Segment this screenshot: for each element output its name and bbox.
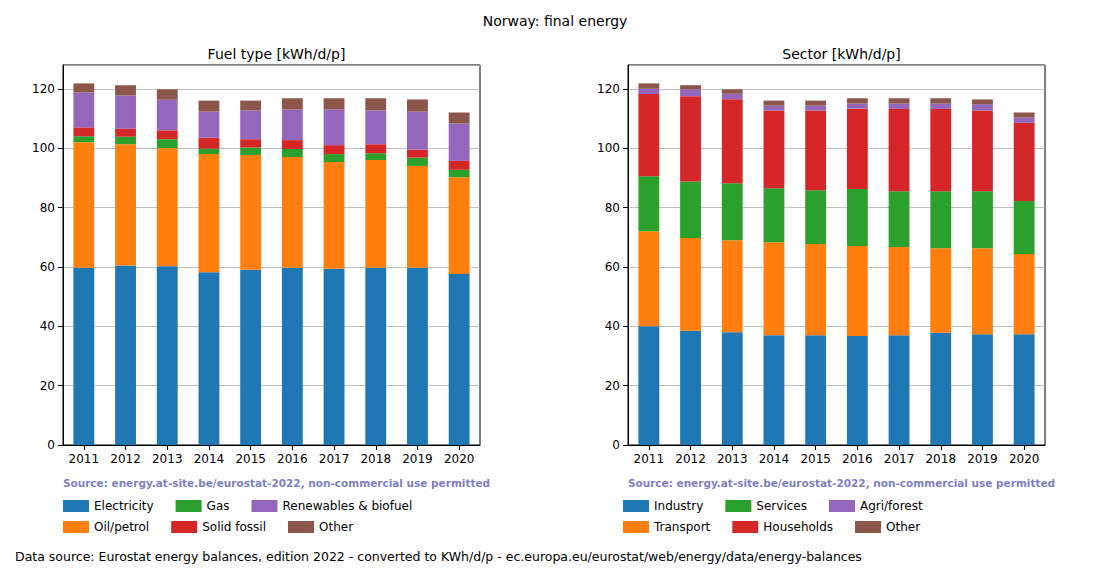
svg-text:Fuel type [kWh/d/p]: Fuel type [kWh/d/p]	[208, 46, 346, 62]
svg-text:Other: Other	[886, 520, 920, 534]
svg-text:2017: 2017	[884, 452, 915, 466]
svg-text:Other: Other	[319, 520, 353, 534]
svg-text:2018: 2018	[925, 452, 956, 466]
svg-text:Gas: Gas	[207, 499, 230, 513]
svg-text:2014: 2014	[194, 452, 225, 466]
svg-text:2017: 2017	[319, 452, 350, 466]
svg-text:100: 100	[597, 141, 620, 155]
svg-text:2013: 2013	[717, 452, 748, 466]
svg-text:2011: 2011	[69, 452, 100, 466]
svg-text:80: 80	[40, 201, 55, 215]
svg-text:60: 60	[40, 260, 55, 274]
svg-text:Services: Services	[756, 499, 807, 513]
svg-text:Source: energy.at-site.be/euro: Source: energy.at-site.be/eurostat-2022,…	[628, 477, 1055, 489]
svg-text:100: 100	[32, 141, 55, 155]
svg-text:2015: 2015	[235, 452, 266, 466]
svg-text:60: 60	[605, 260, 620, 274]
svg-text:0: 0	[612, 438, 620, 452]
svg-text:Oil/petrol: Oil/petrol	[94, 520, 149, 534]
svg-text:Industry: Industry	[654, 499, 703, 513]
svg-text:Source: energy.at-site.be/euro: Source: energy.at-site.be/eurostat-2022,…	[63, 477, 490, 489]
svg-text:80: 80	[605, 201, 620, 215]
svg-text:Solid fossil: Solid fossil	[202, 520, 266, 534]
svg-text:2013: 2013	[152, 452, 183, 466]
svg-text:Norway: final energy: Norway: final energy	[483, 13, 628, 29]
svg-text:Data source: Eurostat energy b: Data source: Eurostat energy balances, e…	[15, 549, 862, 564]
svg-text:20: 20	[605, 379, 620, 393]
svg-text:2015: 2015	[800, 452, 831, 466]
svg-text:Agri/forest: Agri/forest	[860, 499, 923, 513]
svg-text:2019: 2019	[402, 452, 433, 466]
svg-text:20: 20	[40, 379, 55, 393]
svg-text:2016: 2016	[277, 452, 308, 466]
svg-text:120: 120	[597, 82, 620, 96]
svg-text:Transport: Transport	[653, 520, 711, 534]
svg-text:Renewables & biofuel: Renewables & biofuel	[283, 499, 413, 513]
svg-text:40: 40	[605, 319, 620, 333]
svg-text:2012: 2012	[110, 452, 141, 466]
svg-text:120: 120	[32, 82, 55, 96]
svg-text:Households: Households	[763, 520, 833, 534]
svg-text:Electricity: Electricity	[94, 499, 154, 513]
svg-text:0: 0	[47, 438, 55, 452]
svg-text:Sector [kWh/d/p]: Sector [kWh/d/p]	[782, 46, 900, 62]
svg-text:2012: 2012	[675, 452, 706, 466]
svg-text:2016: 2016	[842, 452, 873, 466]
svg-text:2018: 2018	[360, 452, 391, 466]
svg-text:2020: 2020	[1009, 452, 1040, 466]
svg-text:2019: 2019	[967, 452, 998, 466]
svg-text:2014: 2014	[759, 452, 790, 466]
svg-text:2011: 2011	[634, 452, 665, 466]
svg-text:2020: 2020	[444, 452, 475, 466]
svg-text:40: 40	[40, 319, 55, 333]
